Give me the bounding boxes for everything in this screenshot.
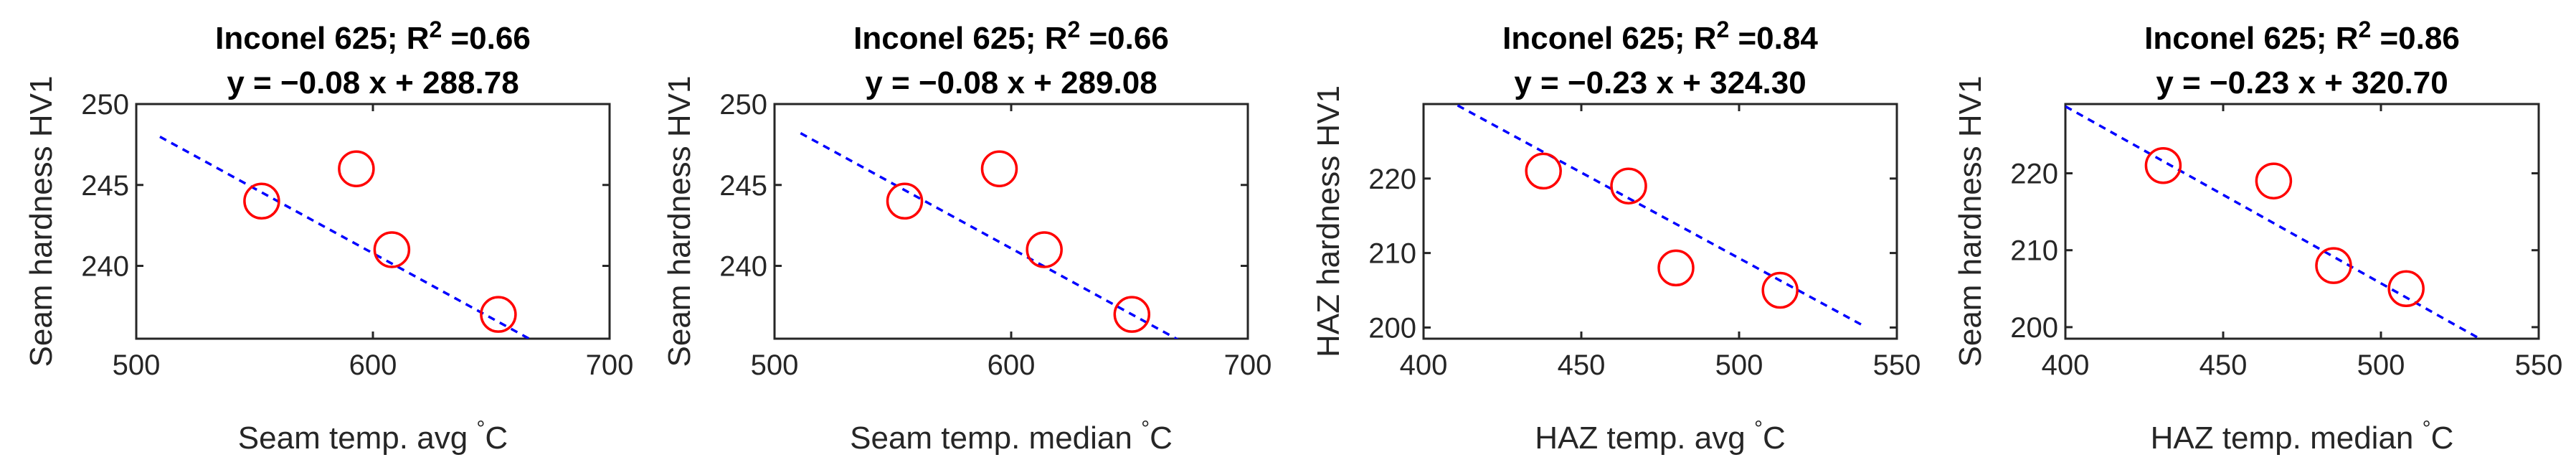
fit-line bbox=[159, 136, 532, 339]
x-tick-label: 500 bbox=[113, 349, 161, 381]
x-tick-label: 500 bbox=[2357, 349, 2405, 381]
data-point bbox=[243, 182, 280, 220]
data-point bbox=[2144, 147, 2182, 184]
x-tick-label: 450 bbox=[1558, 349, 1606, 381]
chart-title: Inconel 625; R2 =0.66 bbox=[853, 17, 1169, 56]
y-tick-label: 220 bbox=[1368, 164, 1416, 195]
chart-title: Inconel 625; R2 =0.84 bbox=[1502, 17, 1818, 56]
plot-area bbox=[1422, 103, 1898, 340]
y-tick-label: 200 bbox=[2010, 312, 2058, 344]
fit-line bbox=[800, 132, 1179, 339]
x-tick-label: 600 bbox=[349, 349, 397, 381]
x-axis-label: Seam temp. median °C bbox=[850, 417, 1173, 456]
plot-area bbox=[773, 103, 1249, 340]
chart-panel-3: Inconel 625; R2 =0.84 y = −0.23 x + 324.3… bbox=[1311, 17, 1921, 456]
chart-subtitle: y = −0.23 x + 320.70 bbox=[2156, 65, 2448, 100]
y-axis-label: Seam hardness HV1 bbox=[662, 76, 697, 367]
data-point bbox=[1761, 271, 1799, 309]
chart-subtitle: y = −0.08 x + 288.78 bbox=[227, 65, 518, 100]
x-tick-label: 500 bbox=[1715, 349, 1763, 381]
data-point bbox=[1657, 249, 1695, 287]
data-point bbox=[373, 231, 411, 268]
y-tick-label: 245 bbox=[719, 170, 767, 202]
x-tick-label: 400 bbox=[2042, 349, 2090, 381]
chart-panel-4: Inconel 625; R2 =0.86 y = −0.23 x + 320.7… bbox=[1953, 17, 2562, 456]
x-tick-label: 450 bbox=[2199, 349, 2248, 381]
fit-line bbox=[1452, 104, 1866, 328]
x-tick-label: 400 bbox=[1400, 349, 1448, 381]
y-tick-label: 210 bbox=[1368, 238, 1416, 270]
data-point bbox=[1525, 152, 1562, 190]
data-point bbox=[338, 150, 375, 187]
data-point bbox=[2387, 270, 2425, 308]
x-tick-label: 700 bbox=[1224, 349, 1272, 381]
y-tick-label: 200 bbox=[1368, 312, 1416, 344]
x-tick-label: 550 bbox=[1873, 349, 1921, 381]
y-tick-label: 240 bbox=[719, 251, 767, 283]
chart-title: Inconel 625; R2 =0.86 bbox=[2144, 17, 2460, 56]
x-tick-label: 500 bbox=[751, 349, 799, 381]
x-axis-label: Seam temp. avg °C bbox=[238, 417, 508, 456]
y-axis-label: Seam hardness HV1 bbox=[24, 76, 59, 367]
data-point bbox=[886, 182, 924, 220]
data-point bbox=[1026, 231, 1063, 268]
y-tick-label: 250 bbox=[81, 89, 129, 121]
y-axis-label: Seam hardness HV1 bbox=[1953, 76, 1988, 367]
data-point bbox=[480, 296, 517, 333]
plot-area bbox=[135, 103, 611, 340]
chart-panel-1: Inconel 625; R2 =0.66 y = −0.08 x + 288.7… bbox=[24, 17, 633, 456]
x-axis-label: HAZ temp. median °C bbox=[2151, 417, 2454, 456]
fit-line bbox=[2065, 105, 2483, 339]
x-axis-label: HAZ temp. avg °C bbox=[1535, 417, 1785, 456]
x-tick-label: 550 bbox=[2515, 349, 2563, 381]
y-tick-label: 220 bbox=[2010, 158, 2058, 189]
chart-subtitle: y = −0.08 x + 289.08 bbox=[865, 65, 1157, 100]
y-axis-label: HAZ hardness HV1 bbox=[1311, 85, 1346, 357]
data-point bbox=[980, 150, 1018, 187]
y-tick-label: 210 bbox=[2010, 235, 2058, 267]
data-point bbox=[2315, 247, 2352, 284]
y-tick-label: 245 bbox=[81, 170, 129, 202]
chart-title: Inconel 625; R2 =0.66 bbox=[215, 17, 531, 56]
data-point bbox=[2255, 162, 2293, 199]
data-point bbox=[1610, 167, 1647, 205]
data-point bbox=[1113, 296, 1151, 333]
y-tick-label: 250 bbox=[719, 89, 767, 121]
x-tick-label: 700 bbox=[586, 349, 634, 381]
chart-subtitle: y = −0.23 x + 324.30 bbox=[1514, 65, 1806, 100]
plot-area bbox=[2064, 103, 2540, 340]
chart-panel-2: Inconel 625; R2 =0.66 y = −0.08 x + 289.0… bbox=[662, 17, 1272, 456]
x-tick-label: 600 bbox=[988, 349, 1036, 381]
y-tick-label: 240 bbox=[81, 251, 129, 283]
